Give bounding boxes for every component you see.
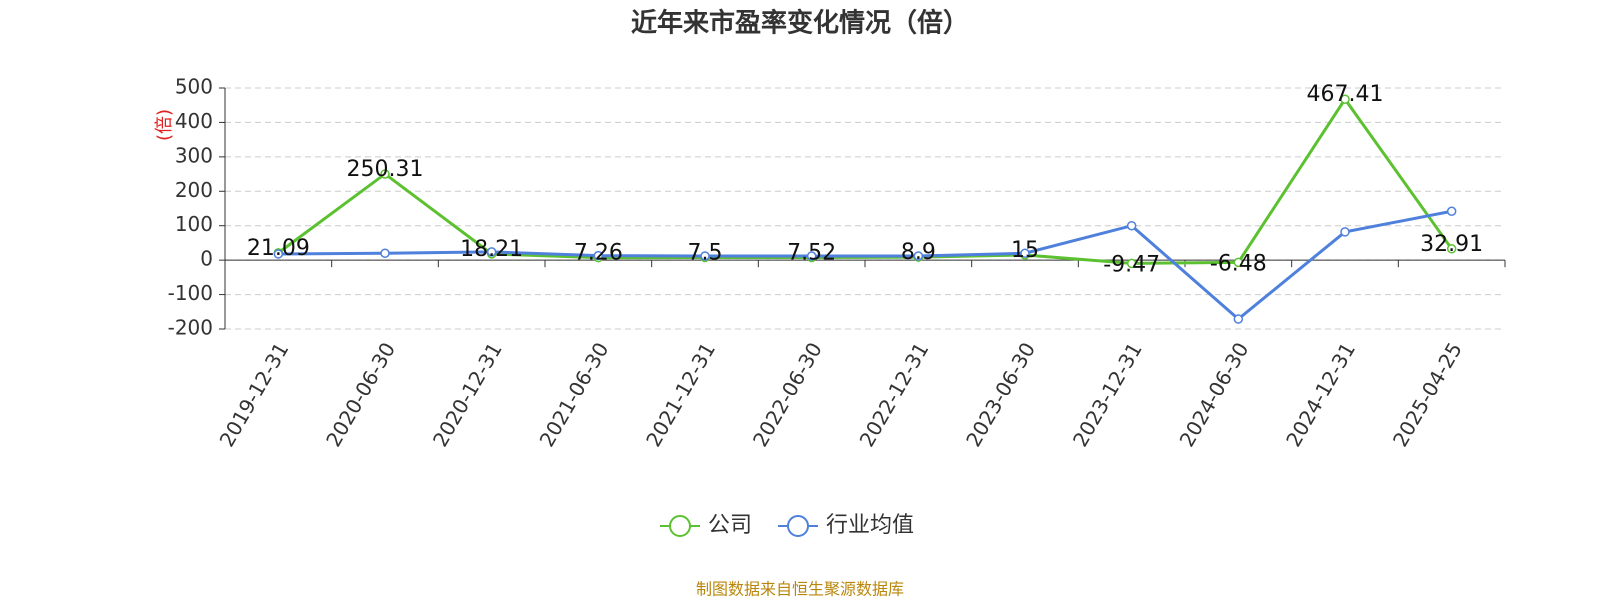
x-tick-label: 2019-12-31	[215, 338, 294, 451]
data-point	[1020, 248, 1030, 259]
data-point	[1340, 94, 1350, 104]
x-tick-label: 2025-04-25	[1388, 338, 1467, 451]
y-tick-label: -200	[168, 316, 213, 340]
y-axis-label: (倍)	[154, 109, 175, 141]
data-label: 250.31	[347, 157, 424, 182]
source-note: 制图数据来自恒生聚源数据库	[696, 580, 904, 599]
data-point	[1126, 220, 1137, 231]
x-tick-label: 2024-06-30	[1175, 338, 1254, 451]
data-point	[1340, 227, 1350, 237]
y-tick-label: -100	[168, 281, 213, 305]
data-point	[1233, 314, 1244, 324]
data-label: 7.26	[574, 241, 623, 266]
y-tick-label: 100	[175, 212, 213, 236]
data-point	[700, 251, 710, 261]
series-line	[278, 209, 1452, 321]
data-point	[1446, 244, 1457, 254]
data-label: 21.09	[247, 236, 310, 261]
x-tick-label: 2023-06-30	[961, 338, 1040, 451]
data-point	[273, 249, 284, 259]
data-label: 18.21	[460, 237, 523, 262]
data-point	[380, 169, 390, 179]
x-tick-label: 2023-12-31	[1068, 338, 1147, 451]
data-label: -9.47	[1103, 252, 1160, 277]
data-label: 15	[1011, 238, 1039, 263]
data-point	[806, 251, 817, 261]
x-tick-label: 2020-12-31	[428, 338, 507, 451]
x-tick-label: 2022-12-31	[855, 338, 934, 451]
chart-title: 近年来市盈率变化情况（倍）	[631, 8, 969, 39]
y-tick-label: 200	[175, 178, 213, 202]
data-label: -6.48	[1210, 251, 1267, 276]
legend-marker[interactable]	[669, 515, 691, 537]
data-label: 7.52	[787, 241, 836, 266]
data-point	[1446, 206, 1457, 217]
y-tick-label: 400	[175, 109, 213, 133]
data-point	[380, 248, 390, 259]
data-label: 8.9	[901, 240, 936, 265]
legend-label[interactable]: 行业均值	[826, 513, 914, 538]
x-tick-label: 2024-12-31	[1281, 338, 1360, 451]
legend-label[interactable]: 公司	[708, 513, 752, 538]
data-point	[1126, 258, 1137, 269]
x-tick-label: 2022-06-30	[748, 338, 827, 451]
y-tick-label: 300	[175, 143, 213, 167]
x-tick-label: 2021-12-31	[641, 338, 720, 451]
legend-marker[interactable]	[787, 515, 810, 537]
data-point	[1233, 257, 1244, 268]
data-label: 7.5	[688, 241, 723, 266]
x-tick-label: 2020-06-30	[321, 338, 400, 451]
x-tick-label: 2021-06-30	[535, 338, 614, 451]
data-point	[593, 250, 604, 261]
series-line	[277, 96, 1453, 265]
y-tick-label: 0	[200, 247, 213, 271]
data-point	[486, 247, 497, 257]
data-point	[913, 251, 924, 261]
data-label: 467.41	[1307, 82, 1384, 107]
y-tick-label: 500	[175, 75, 213, 99]
data-label: 32.91	[1420, 232, 1483, 257]
